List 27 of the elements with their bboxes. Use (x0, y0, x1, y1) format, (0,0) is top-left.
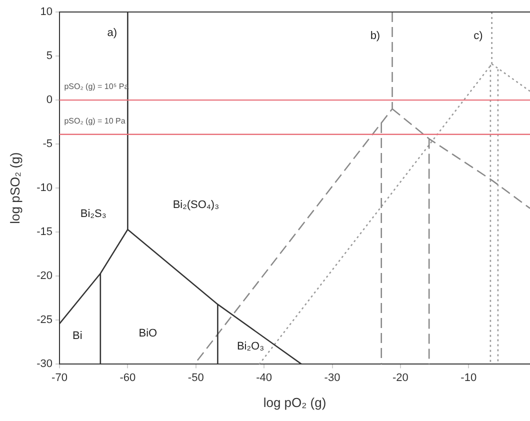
x-axis-title: log pO₂ (g) (263, 394, 326, 410)
y-tick-label: -10 (36, 182, 52, 194)
y-tick-label: -5 (42, 138, 52, 150)
y-tick-label: 5 (46, 50, 52, 62)
annotation: pSO₂ (g) = 10 Pa (64, 116, 126, 126)
annotation: Bi₂(SO₄)₃ (172, 199, 220, 212)
y-tick-label: -30 (36, 358, 52, 370)
annotation: Bi₂O₃ (236, 340, 264, 353)
annotation: BiO (138, 328, 158, 340)
x-tick-label: -20 (392, 372, 408, 384)
x-tick-label: -60 (120, 372, 136, 384)
annotation: Bi₂S₃ (80, 208, 106, 220)
y-tick-label: 10 (40, 6, 52, 18)
y-tick-label: 0 (46, 94, 52, 106)
y-axis-title: log pSO₂ (g) (7, 152, 22, 224)
x-tick-label: -50 (188, 372, 204, 384)
annotation: a) (107, 27, 118, 40)
y-tick-label: -25 (36, 314, 52, 326)
y-tick-label: -20 (36, 270, 52, 282)
annotation: c) (474, 30, 483, 42)
x-tick-label: -30 (324, 372, 340, 384)
x-tick-label: -40 (256, 372, 272, 384)
annotation: Bi (72, 330, 82, 342)
x-tick-label: -10 (460, 372, 477, 384)
annotation: b) (370, 30, 380, 42)
y-tick-label: -15 (36, 226, 52, 238)
x-tick-label: -70 (52, 372, 68, 384)
